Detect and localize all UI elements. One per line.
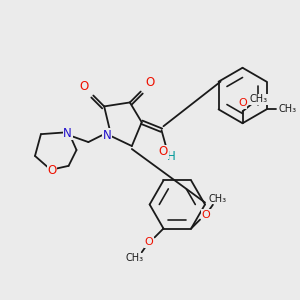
Text: N: N <box>103 129 112 142</box>
Text: O: O <box>145 76 154 89</box>
Text: CH₃: CH₃ <box>126 253 144 263</box>
Text: O: O <box>159 146 168 158</box>
Text: CH₃: CH₃ <box>278 104 296 114</box>
Text: O: O <box>144 237 153 248</box>
Text: H: H <box>167 150 176 164</box>
Text: O: O <box>238 98 247 108</box>
Text: CH₃: CH₃ <box>249 94 267 104</box>
Text: O: O <box>80 80 89 93</box>
Text: O: O <box>47 164 56 177</box>
Text: CH₃: CH₃ <box>209 194 227 204</box>
Text: O: O <box>202 210 210 220</box>
Text: N: N <box>63 127 72 140</box>
